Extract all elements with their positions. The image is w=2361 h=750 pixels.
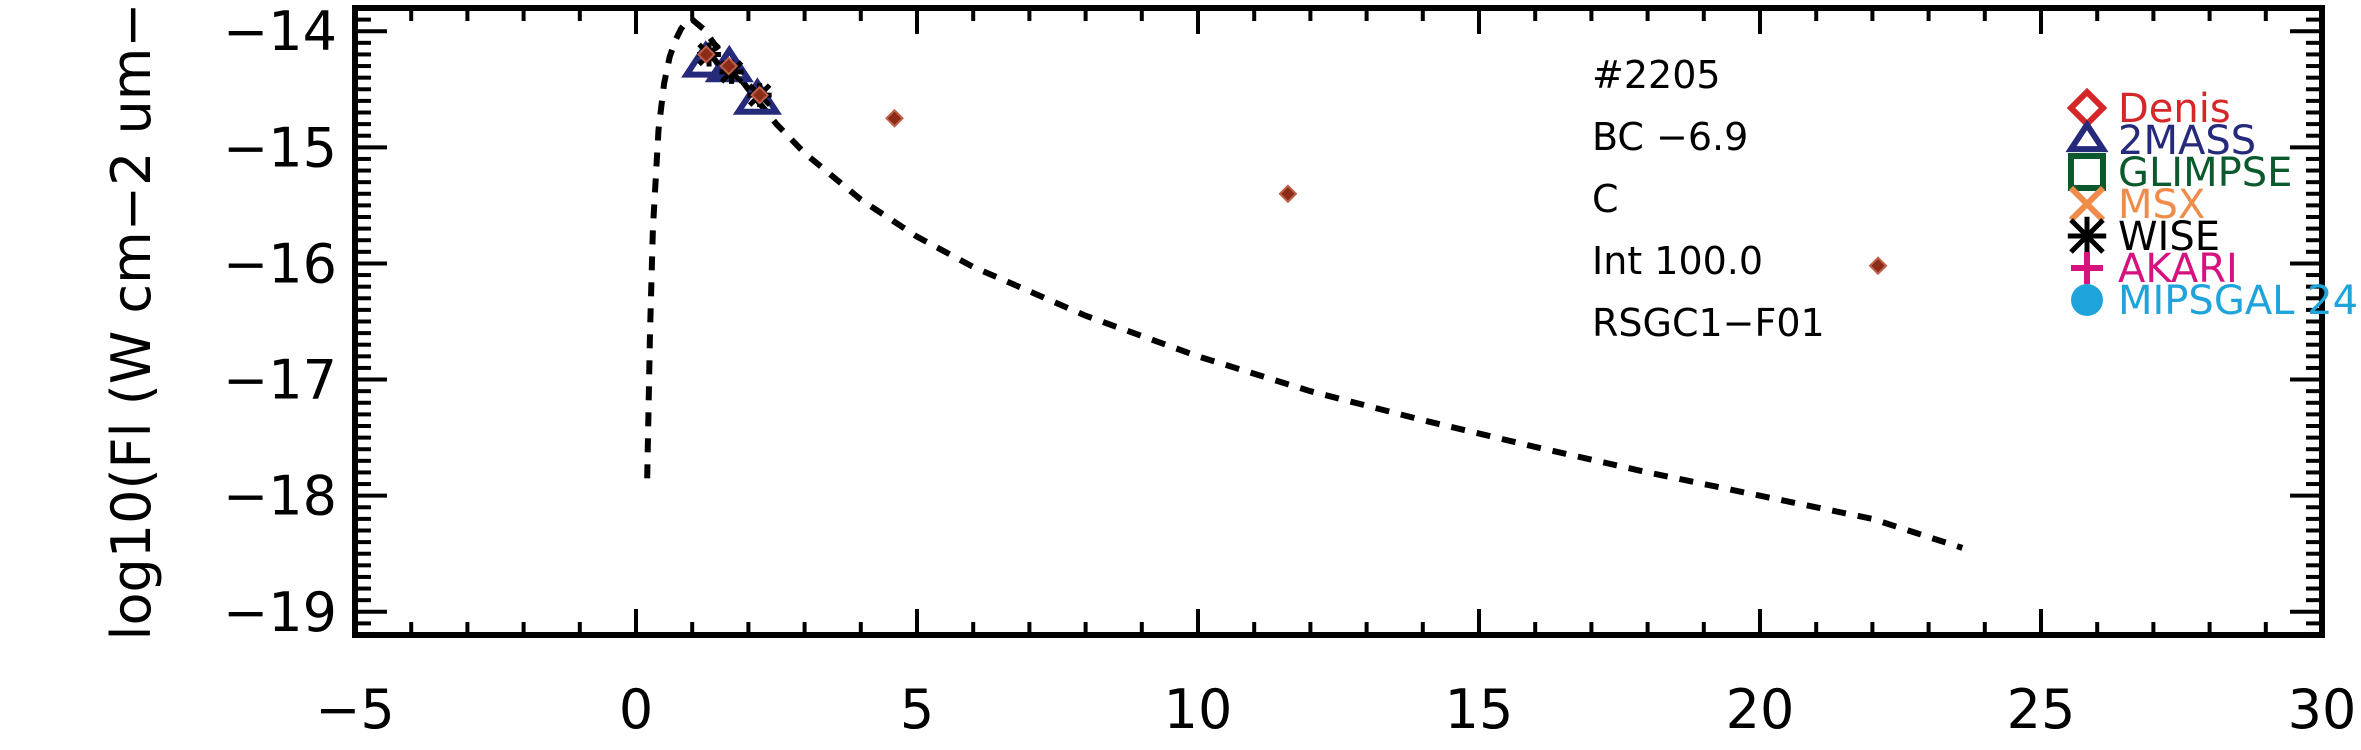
y-axis-label: log10(Fl (W cm−2 um−: [100, 2, 163, 640]
msx-legend-marker: [2068, 185, 2106, 223]
wise-legend-marker: [2067, 216, 2107, 256]
x-tick-label: 30: [2288, 678, 2357, 741]
akari-legend-marker: [2071, 252, 2103, 284]
y-tick-label: −17: [223, 349, 337, 412]
x-tick-label: −5: [315, 678, 395, 741]
legend-label: AKARI: [2118, 246, 2238, 292]
axes: [352, 5, 2325, 638]
legend-label: GLIMPSE: [2118, 150, 2292, 196]
x-tick-label: 5: [900, 678, 934, 741]
denis-legend-marker: [2066, 87, 2108, 129]
y-tick-label: −19: [223, 581, 337, 644]
annotation-text: RSGC1−F01: [1592, 301, 1825, 345]
mipsgal-24-legend-marker: [2071, 284, 2103, 316]
data-points: [681, 40, 1888, 276]
legend-label: MSX: [2118, 182, 2205, 228]
y-tick-label: −15: [223, 116, 337, 179]
legend-label: MIPSGAL 24: [2118, 278, 2358, 324]
model-curve-line: [644, 16, 1964, 551]
measured-point: [696, 45, 716, 64]
legend-label: 2MASS: [2118, 118, 2256, 164]
annotation-text: C: [1592, 177, 1619, 221]
y-tick-labels: −19 −18 −17 −16 −15 −14: [223, 0, 337, 644]
x-tick-label: 15: [1445, 678, 1514, 741]
measured-point: [1278, 184, 1298, 204]
2mass-legend-marker: [2065, 119, 2109, 153]
measured-point: [1868, 256, 1888, 276]
x-tick-label: 10: [1164, 678, 1233, 741]
x-tick-label: 25: [2007, 678, 2076, 741]
x-tick-label: 20: [1726, 678, 1795, 741]
annotation-text: BC −6.9: [1592, 115, 1748, 159]
model-curve: [644, 16, 1964, 551]
y-tick-label: −14: [223, 0, 337, 63]
measured-point: [719, 56, 739, 76]
x-tick-label: 0: [619, 678, 653, 741]
annotation-text: Int 100.0: [1592, 239, 1763, 283]
measured-point: [750, 85, 770, 105]
glimpse-legend-marker: [2068, 153, 2106, 191]
y-tick-label: −18: [223, 465, 337, 528]
legend-label: WISE: [2118, 214, 2220, 260]
annotations: #2205 BC −6.9 C Int 100.0 RSGC1−F01: [1592, 53, 1825, 345]
measured-point: [885, 108, 904, 128]
y-tick-label: −16: [223, 232, 337, 295]
x-tick-labels: −5 0 5 10 15 20 25 30: [315, 678, 2356, 741]
legend-label: Denis: [2118, 86, 2231, 132]
annotation-text: #2205: [1592, 53, 1721, 97]
